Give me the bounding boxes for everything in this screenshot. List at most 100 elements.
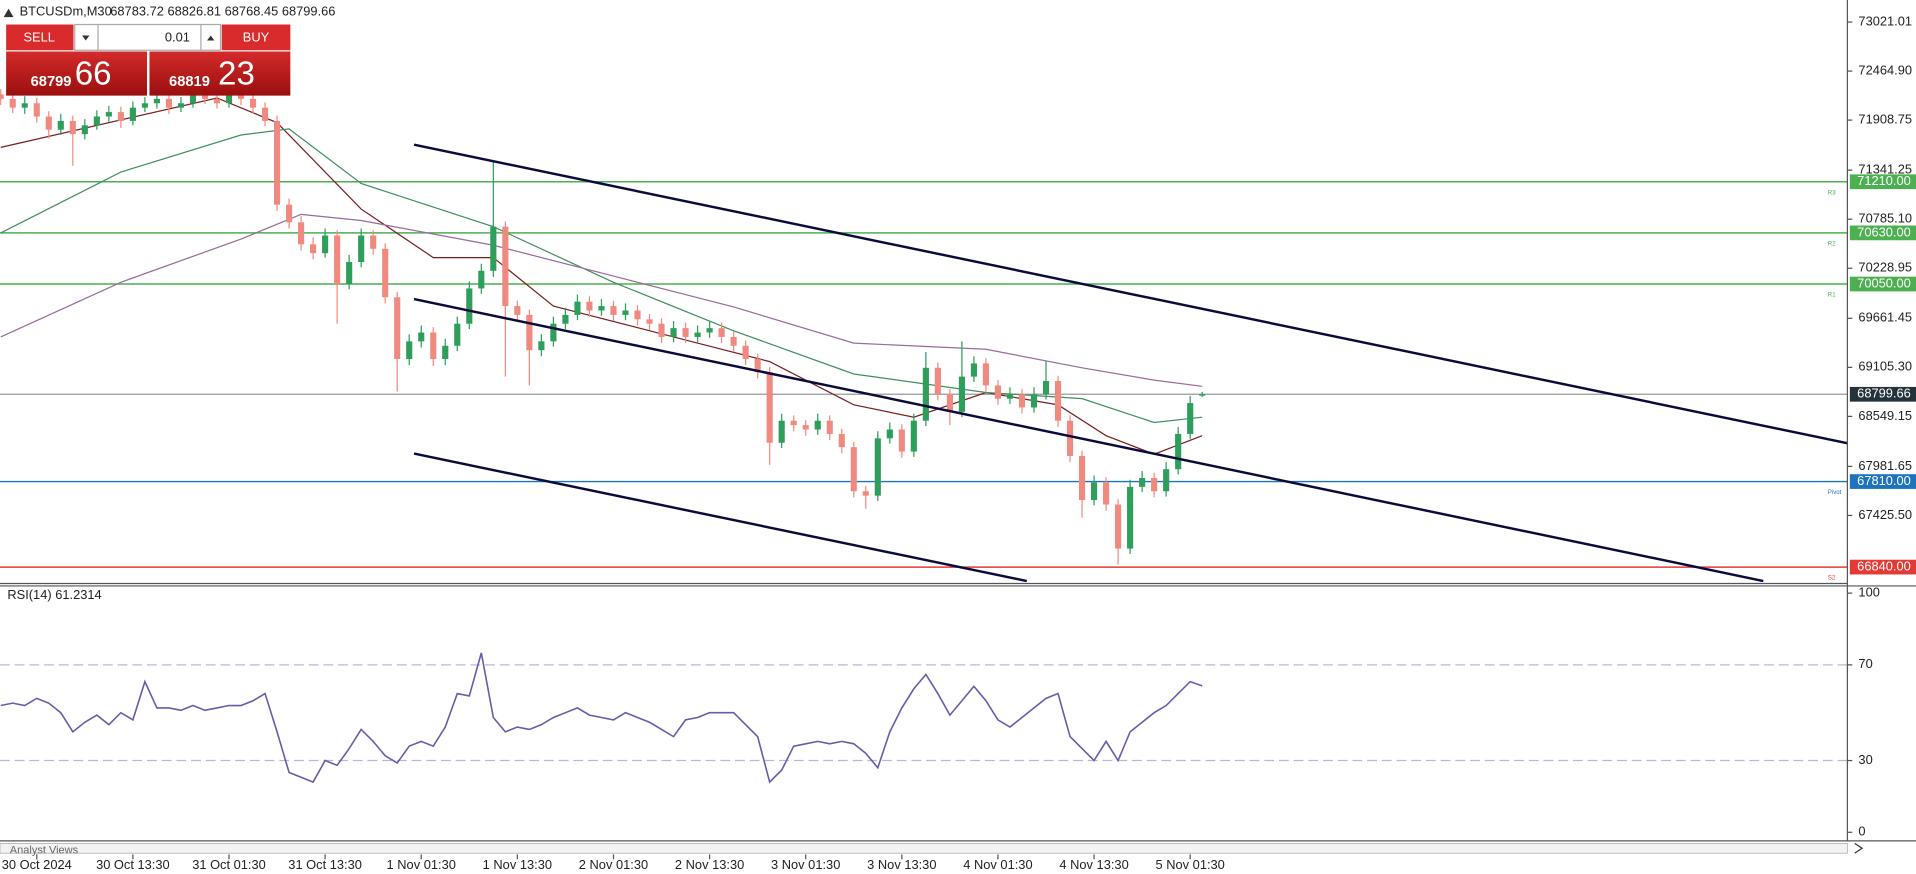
candle-body (249, 98, 257, 108)
scroll-arrow[interactable] (1854, 842, 1864, 854)
sell-price-small: 68799 (31, 74, 72, 90)
lot-input[interactable] (74, 23, 222, 51)
candle-body (490, 226, 497, 271)
trend-line (413, 143, 1848, 445)
candle-body (45, 116, 52, 130)
candle-body (21, 103, 28, 108)
candle-body (1091, 482, 1098, 501)
y-tick-label: 68549.15 (1858, 408, 1912, 423)
y-tick-label: 69661.45 (1858, 310, 1912, 325)
analyst-views: Analyst Views (10, 845, 79, 857)
candle-body (838, 433, 845, 448)
candle-body (225, 94, 233, 104)
candle-body (670, 328, 677, 337)
x-tick-label: 2 Nov 01:30 (579, 857, 648, 872)
candle-body (1175, 433, 1182, 470)
y-tick-label: 73021.01 (1858, 13, 1912, 28)
candle-body (526, 314, 533, 351)
candle-body (0, 94, 4, 99)
candle-body (298, 222, 305, 245)
candle-body (718, 328, 725, 337)
candle-body (382, 248, 389, 298)
buy-price-small: 68819 (169, 74, 210, 90)
candle-body (850, 447, 857, 492)
candle-body (1199, 394, 1206, 396)
price-panel: R3 R2 R1 Pivot S2 (0, 88, 1848, 583)
candle-body (286, 204, 293, 223)
sell-button[interactable] (6, 24, 74, 51)
y-tick-label: 71341.25 (1858, 162, 1912, 177)
candle-body (694, 332, 701, 337)
sell-price-box[interactable] (6, 51, 148, 96)
trend-line (413, 297, 1764, 583)
candle-body (334, 235, 341, 285)
candle-body (1054, 381, 1062, 421)
y-tick-label: 30 (1858, 752, 1872, 767)
buy-button[interactable] (221, 24, 291, 51)
level-tag: R2 (1828, 241, 1836, 248)
candle-body (958, 376, 965, 412)
candle-body (153, 98, 160, 104)
candle-body (370, 235, 377, 249)
candle-body (310, 244, 317, 254)
candle-body (778, 420, 785, 443)
level-label: 71210.00 (1857, 173, 1911, 188)
candle-body (574, 301, 581, 315)
candle-body (93, 116, 100, 126)
candle-body (862, 491, 869, 496)
level-box (1849, 474, 1916, 489)
candle-body (934, 367, 941, 395)
candle-body (550, 323, 557, 342)
sell-label[interactable]: SELL (23, 29, 54, 44)
level-label: 70630.00 (1857, 224, 1911, 239)
candle-body (1187, 403, 1194, 434)
y-tick-label: 69105.30 (1858, 359, 1912, 374)
candle-body (1151, 478, 1158, 492)
candle-body (1006, 394, 1014, 399)
candle-body (57, 120, 64, 130)
buy-price-big: 23 (218, 56, 255, 93)
lot-down[interactable] (82, 35, 90, 41)
candle-body (658, 323, 665, 337)
candle-body (406, 341, 413, 359)
candle-body (1115, 504, 1122, 549)
lot-value[interactable]: 0.01 (165, 29, 190, 44)
candle-body (1163, 469, 1170, 492)
candle-body (430, 332, 437, 359)
candle-body (117, 112, 124, 121)
candle-body (213, 98, 221, 104)
candle-body (201, 94, 209, 99)
y-tick-label: 72464.90 (1858, 62, 1912, 77)
buy-price-box[interactable] (149, 51, 291, 96)
candle-body (1078, 455, 1086, 501)
candle-body (478, 270, 485, 289)
candle-body (141, 103, 148, 108)
candle-body (562, 314, 569, 324)
candle-body (69, 120, 76, 135)
candle-body (394, 297, 401, 359)
x-tick-label: 4 Nov 01:30 (963, 857, 1032, 872)
level-box (1849, 225, 1916, 241)
candle-body (454, 323, 461, 346)
buy-label[interactable]: BUY (243, 29, 270, 44)
candle-body (634, 310, 641, 320)
candle-body (273, 120, 281, 205)
y-tick-label: 0 (1858, 824, 1865, 839)
candle-body (81, 125, 88, 135)
level-box (1849, 559, 1916, 575)
lot-up[interactable] (207, 35, 215, 41)
collapse-icon[interactable] (3, 8, 14, 18)
candle-body (982, 363, 989, 386)
candle-body (358, 235, 365, 262)
trend-line (413, 452, 1028, 583)
candle-body (502, 226, 509, 307)
current-price-label: 68799.66 (1857, 386, 1911, 401)
x-tick-label: 30 Oct 13:30 (96, 857, 170, 872)
level-box (1849, 174, 1916, 190)
candle-body (610, 306, 617, 315)
candle-body (598, 306, 605, 311)
candle-body (886, 429, 893, 439)
candle-body (766, 372, 773, 443)
